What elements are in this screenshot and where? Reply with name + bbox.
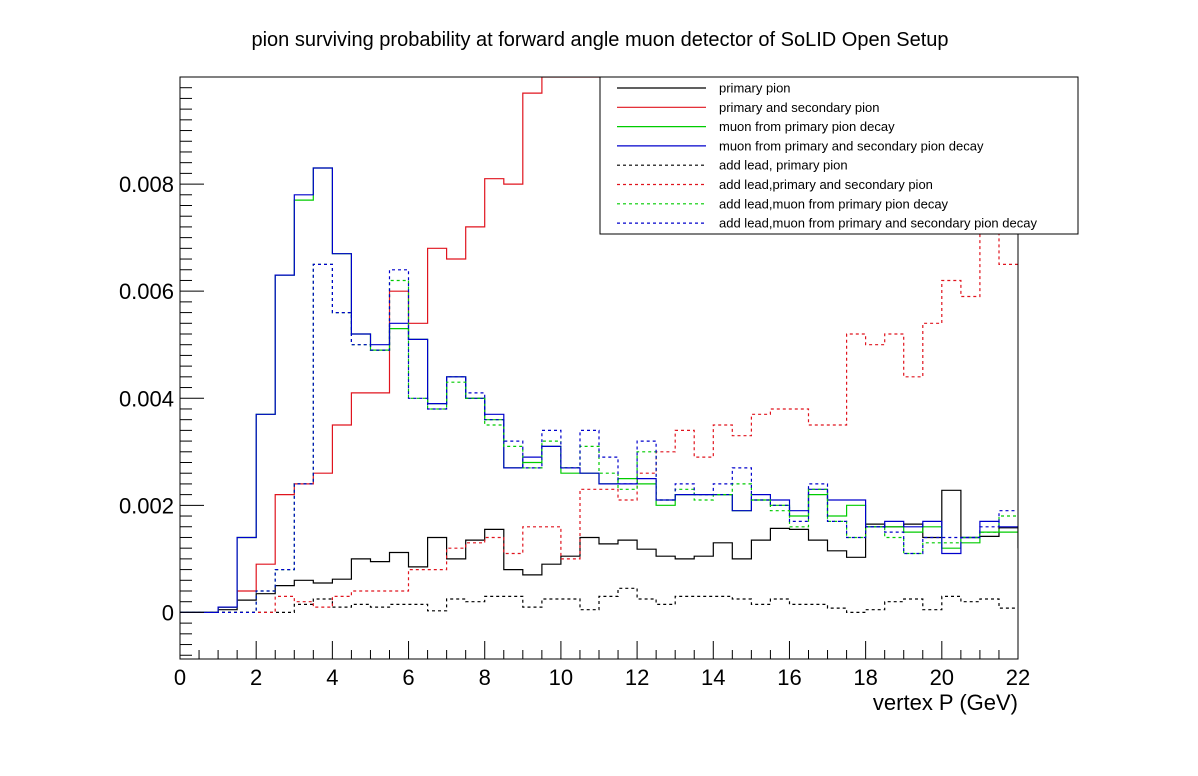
legend-label-6: add lead,primary and secondary pion (719, 177, 933, 192)
y-tick-label: 0.002 (119, 493, 174, 518)
x-tick-label: 4 (326, 665, 338, 690)
x-tick-label: 2 (250, 665, 262, 690)
x-tick-label: 10 (549, 665, 573, 690)
x-tick-label: 14 (701, 665, 725, 690)
x-tick-label: 18 (853, 665, 877, 690)
x-tick-label: 0 (174, 665, 186, 690)
y-tick-label: 0 (162, 600, 174, 625)
legend-label-5: add lead, primary pion (719, 158, 848, 173)
x-tick-label: 22 (1006, 665, 1030, 690)
y-tick-label: 0.004 (119, 386, 174, 411)
series-line-6 (180, 231, 1018, 613)
chart-title: pion surviving probability at forward an… (251, 29, 948, 51)
series-line-4 (180, 167, 1018, 613)
series-line-1 (180, 489, 1018, 613)
y-tick-label: 0.008 (119, 172, 174, 197)
legend-label-3: muon from primary pion decay (719, 119, 895, 134)
x-tick-label: 12 (625, 665, 649, 690)
x-tick-label: 20 (930, 665, 954, 690)
series-layer (180, 77, 1018, 613)
y-axis-ticks: 0 0.002 0.004 0.006 0.008 (119, 76, 204, 656)
legend-box (599, 76, 1079, 235)
legend: primary pion primary and secondary pion mu… (599, 76, 1079, 235)
series-line-2 (180, 77, 1018, 613)
series-line-5 (180, 587, 1018, 613)
legend-label-1: primary pion (719, 81, 791, 96)
legend-label-8: add lead,muon from primary and secondary… (719, 216, 1037, 231)
x-axis-label: vertex P (GeV) (873, 690, 1018, 715)
x-axis-ticks: 0 2 4 6 8 10 12 14 16 18 20 22 (174, 641, 1030, 690)
y-tick-label: 0.006 (119, 279, 174, 304)
legend-label-4: muon from primary and secondary pion dec… (719, 138, 984, 153)
plot-area: 0 2 4 6 8 10 12 14 16 18 20 22 0 0.002 0.004 0.006 0.00… (119, 76, 1030, 690)
x-tick-label: 16 (777, 665, 801, 690)
series-line-8 (180, 263, 1018, 613)
legend-label-2: primary and secondary pion (719, 100, 879, 115)
series-line-3 (180, 167, 1018, 613)
x-tick-label: 8 (479, 665, 491, 690)
x-tick-label: 6 (402, 665, 414, 690)
legend-label-7: add lead,muon from primary pion decay (719, 196, 949, 211)
